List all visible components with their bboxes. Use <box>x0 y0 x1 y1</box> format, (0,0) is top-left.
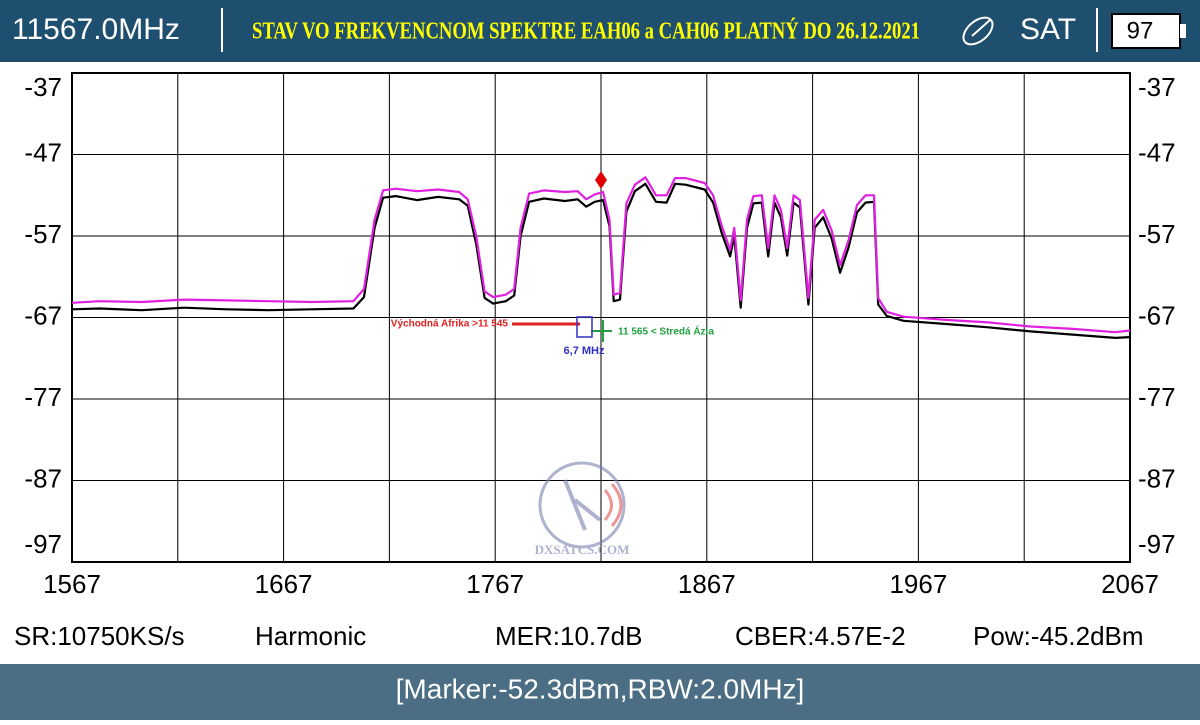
y-tick-label-right: -67 <box>1138 300 1176 330</box>
bandwidth-box <box>576 316 593 338</box>
y-tick-label-right: -77 <box>1138 382 1176 412</box>
y-tick-label: -47 <box>24 137 62 167</box>
y-tick-label: -77 <box>24 382 62 412</box>
trace <box>71 176 1131 334</box>
y-tick-label-right: -87 <box>1138 463 1176 493</box>
cber: CBER:4.57E-2 <box>735 621 906 651</box>
mode-status: Harmonic <box>255 621 366 651</box>
y-tick-label-right: -57 <box>1138 219 1176 249</box>
header-bar <box>0 0 1200 62</box>
footer-bar <box>0 664 1200 720</box>
x-tick-label: 1667 <box>255 569 313 599</box>
watermark: DXSATCS.COM <box>535 461 630 557</box>
battery-tip <box>1180 24 1186 38</box>
mode: SAT <box>1020 13 1076 46</box>
plot: -37 -37 -47 -47 -57 -57 -67 -67 -77 -77 -87 -87 -97 -… <box>24 72 1175 599</box>
x-tick-label: 1567 <box>43 569 101 599</box>
x-tick-label: 1867 <box>678 569 736 599</box>
x-tick-label: 2067 <box>1101 569 1159 599</box>
x-tick-label: 1767 <box>466 569 524 599</box>
y-tick-label: -97 <box>24 529 62 559</box>
frequency: 11567.0MHz <box>12 13 180 46</box>
annotation-left: Východná Afrika >11 545 <box>391 319 509 330</box>
y-tick-label-right: -37 <box>1138 72 1176 102</box>
marker <box>595 170 607 189</box>
power: Pow:-45.2dBm <box>973 621 1144 651</box>
y-tick-label: -37 <box>24 72 62 102</box>
y-tick-label-right: -97 <box>1138 529 1176 559</box>
watermark-logo <box>563 479 602 531</box>
symbol-rate: SR:10750KS/s <box>14 621 185 651</box>
watermark-logo <box>538 461 626 549</box>
y-tick-label: -87 <box>24 463 62 493</box>
mer: MER:10.7dB <box>495 621 642 651</box>
annotation-right: 11 565 < Stredá Ázia <box>618 325 714 338</box>
bandwidth-label: 6,7 MHz <box>564 345 605 357</box>
y-tick-label: -67 <box>24 300 62 330</box>
header-title: STAV VO FREKVENCNOM SPEKTRE EAH06 a CAH0… <box>252 19 920 45</box>
footer-text: [Marker:-52.3dBm,RBW:2.0MHz] <box>396 673 805 704</box>
y-tick-label-right: -47 <box>1138 137 1176 167</box>
battery-level: 97 <box>1127 17 1154 44</box>
trace <box>71 182 1131 339</box>
y-tick-label: -57 <box>24 219 62 249</box>
sat-icon <box>962 16 994 46</box>
watermark-text: DXSATCS.COM <box>535 542 630 557</box>
x-tick-label: 1967 <box>889 569 947 599</box>
watermark-logo <box>603 483 623 527</box>
battery <box>1111 13 1181 49</box>
